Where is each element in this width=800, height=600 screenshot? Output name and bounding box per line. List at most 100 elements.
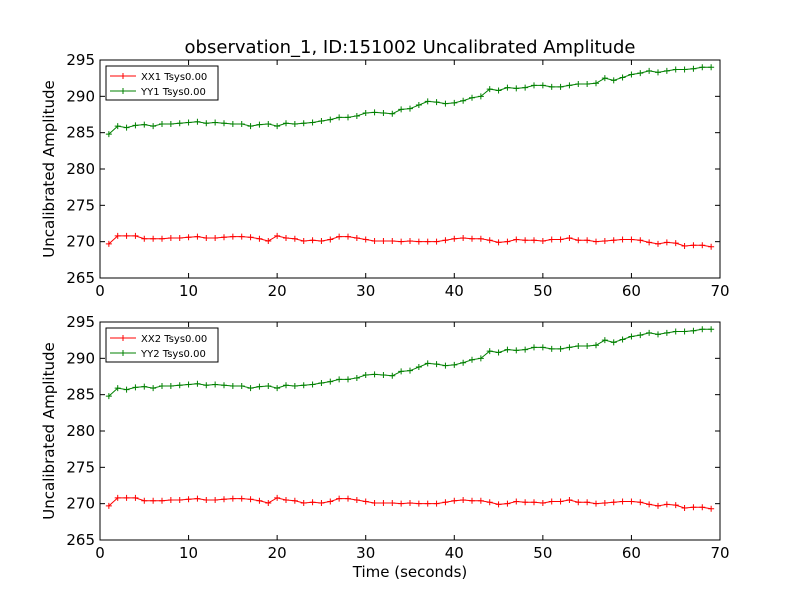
bottom-series-2-point <box>672 328 679 335</box>
top-y-tick-label: 280 <box>66 160 95 178</box>
bottom-series-2-point <box>407 367 413 374</box>
top-series-2-point <box>628 71 635 78</box>
bottom-series-1-point <box>442 499 449 506</box>
top-series-2-point <box>371 109 378 116</box>
top-series-1-point <box>327 236 334 243</box>
bottom-series-2-point <box>229 382 236 389</box>
top-series-2-point <box>513 85 520 92</box>
top-legend-marker-1 <box>120 73 126 79</box>
top-series-2-point <box>451 99 458 106</box>
top-series-2-point <box>265 120 272 127</box>
bottom-series-1-point <box>194 495 201 502</box>
bottom-series-1-point <box>300 499 307 506</box>
top-series-1-point <box>336 233 343 240</box>
bottom-series-2-point <box>708 326 715 333</box>
top-series-1-point <box>353 235 360 242</box>
top-series-2-point <box>212 119 219 126</box>
bottom-series-2-point <box>185 381 192 388</box>
top-series-2-point <box>380 110 387 117</box>
bottom-series-2-point <box>575 342 582 349</box>
top-series-2-point <box>566 82 573 89</box>
bottom-axes-frame <box>99 321 721 541</box>
bottom-series-2-point <box>105 393 112 400</box>
top-series-1-point <box>442 237 449 244</box>
bottom-series-1-point <box>531 499 537 506</box>
bottom-series-1-point <box>655 502 661 509</box>
top-x-tick-label: 70 <box>710 282 729 300</box>
top-series-1-point <box>557 236 564 243</box>
bottom-series-2-point <box>167 382 174 389</box>
bottom-series-2-point <box>619 336 626 343</box>
bottom-series-2-point <box>477 355 484 362</box>
bottom-series-2-point <box>681 328 688 335</box>
top-y-axis-label: Uncalibrated Amplitude <box>40 80 58 257</box>
top-series-2-point <box>132 122 139 129</box>
top-y-tick-label: 295 <box>66 51 95 69</box>
top-series-1-point <box>159 235 165 242</box>
bottom-series-2-point <box>114 385 121 392</box>
top-series-1-point <box>531 237 537 244</box>
bottom-series-2-point <box>238 382 245 389</box>
bottom-series-1-point <box>424 500 431 507</box>
top-series-2-point <box>141 121 148 128</box>
bottom-y-tick-label: 270 <box>66 495 95 513</box>
bottom-series-2-point <box>389 372 396 379</box>
top-y-tick-label: 275 <box>66 196 95 214</box>
top-series-1-point <box>318 237 325 244</box>
bottom-series-1-point <box>628 498 635 505</box>
bottom-series-1-point <box>132 494 139 501</box>
bottom-series-1-point <box>513 498 520 505</box>
top-x-tick-label: 50 <box>533 282 552 300</box>
top-series-2-point <box>415 102 422 109</box>
bottom-y-tick-label: 295 <box>66 313 95 331</box>
bottom-series-1-point <box>469 497 475 504</box>
figure-title: observation_1, ID:151002 Uncalibrated Am… <box>185 37 636 58</box>
bottom-series-1-point <box>362 498 369 505</box>
top-series-2-point <box>460 97 467 104</box>
top-series-1-point <box>699 242 706 249</box>
bottom-series-2-point <box>398 368 405 375</box>
top-series-2-point <box>522 84 529 91</box>
bottom-x-tick-label: 30 <box>356 544 375 562</box>
bottom-series-1-point <box>477 497 484 504</box>
bottom-series-2-point <box>531 344 537 351</box>
bottom-series-1-point <box>593 500 599 507</box>
top-series-1-point <box>619 236 626 243</box>
top-series-1-point <box>203 235 210 242</box>
bottom-series-2-point <box>584 342 591 349</box>
top-series-1-point <box>229 233 236 240</box>
top-x-tick-label: 60 <box>622 282 641 300</box>
bottom-series-1-point <box>176 497 183 504</box>
bottom-series-1-point <box>353 497 360 504</box>
bottom-series-1-point <box>123 494 130 501</box>
bottom-series-2-point <box>433 361 440 368</box>
bottom-x-tick-label: 40 <box>445 544 464 562</box>
top-series-1-point <box>522 237 529 244</box>
top-series-2-point <box>681 66 688 73</box>
bottom-series-1-point <box>345 495 351 502</box>
top-series-2-point <box>389 110 396 117</box>
bottom-series-1-point <box>708 505 715 512</box>
top-series-1-point <box>132 232 139 239</box>
bottom-series-2-point <box>593 342 599 349</box>
bottom-series-2-point <box>495 349 502 356</box>
bottom-legend-label-2: YY2 Tsys0.00 <box>140 349 206 360</box>
top-axes-frame <box>99 59 721 279</box>
top-series-2-point <box>619 74 626 81</box>
top-series-2-point <box>548 83 555 90</box>
bottom-series-1-point <box>336 495 343 502</box>
bottom-series-1-point <box>557 498 564 505</box>
bottom-series-1-point <box>105 502 112 509</box>
bottom-series-1-point <box>212 497 219 504</box>
top-series-1-point <box>433 238 440 245</box>
top-series-2-point <box>424 98 431 105</box>
top-series-2-point <box>362 110 369 117</box>
top-legend-marker-2 <box>120 88 126 94</box>
top-series-2-point <box>194 118 201 125</box>
top-series-1-point <box>646 239 653 246</box>
top-series-1-point <box>637 237 644 244</box>
top-series-2-point <box>575 80 582 87</box>
bottom-series-2-point <box>380 372 387 379</box>
top-legend-box <box>105 65 219 101</box>
top-series-1-point <box>185 234 192 241</box>
